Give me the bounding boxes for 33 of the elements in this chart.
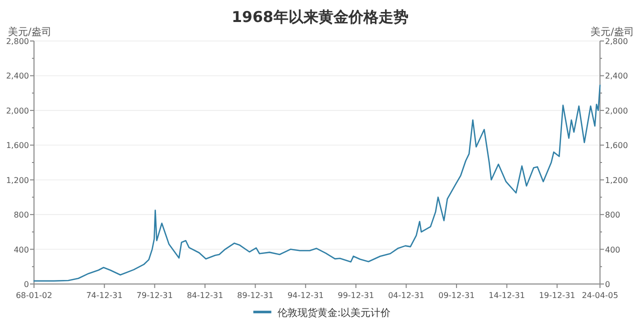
y2-tick-label: 400 bbox=[605, 245, 620, 254]
x-tick-label: 84-12-31 bbox=[186, 291, 224, 300]
x-tick-label: 24-04-05 bbox=[582, 291, 618, 300]
x-tick-label: 68-01-02 bbox=[16, 291, 52, 300]
x-tick-label: 19-12-31 bbox=[538, 291, 576, 300]
x-tick-label: 89-12-31 bbox=[237, 291, 274, 300]
y-tick-label: 400 bbox=[14, 245, 29, 254]
y2-tick-label: 0 bbox=[605, 280, 610, 289]
y2-tick-label: 1,600 bbox=[605, 141, 628, 150]
y2-axis-title: 美元/盎司 bbox=[590, 26, 634, 38]
x-tick-label: 04-12-31 bbox=[388, 291, 424, 300]
y-tick-label: 1,200 bbox=[6, 176, 29, 185]
y-tick-label: 0 bbox=[24, 280, 29, 289]
x-tick-label: 14-12-31 bbox=[488, 291, 525, 300]
y2-tick-label: 2,000 bbox=[605, 106, 628, 116]
x-tick-label: 94-12-31 bbox=[287, 291, 324, 300]
x-tick-label: 74-12-31 bbox=[86, 291, 123, 300]
y-tick-label: 1,600 bbox=[6, 141, 29, 150]
x-tick-label: 99-12-31 bbox=[338, 291, 374, 300]
y2-tick-label: 1,200 bbox=[605, 176, 628, 185]
y2-tick-label: 2,400 bbox=[605, 72, 628, 81]
y2-tick-label: 2,800 bbox=[605, 37, 628, 46]
x-tick-label: 79-12-31 bbox=[136, 291, 173, 300]
legend-label: 伦敦现货黄金:以美元计价 bbox=[277, 307, 391, 319]
y-axis-title: 美元/盎司 bbox=[8, 26, 52, 38]
x-tick-label: 09-12-31 bbox=[438, 291, 475, 300]
chart-title: 1968年以来黄金价格走势 bbox=[232, 8, 408, 26]
y2-tick-label: 800 bbox=[605, 210, 620, 220]
y-tick-label: 2,000 bbox=[6, 106, 29, 116]
y-tick-label: 800 bbox=[14, 210, 29, 220]
y-tick-label: 2,400 bbox=[6, 72, 29, 81]
y-tick-label: 2,800 bbox=[6, 37, 29, 46]
legend: 伦敦现货黄金:以美元计价 bbox=[253, 308, 391, 319]
